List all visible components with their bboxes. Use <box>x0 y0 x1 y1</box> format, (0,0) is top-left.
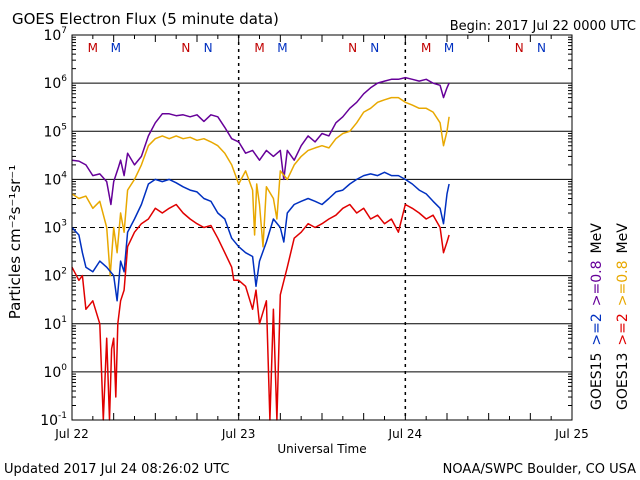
y-tick-label: 10-1 <box>40 411 67 429</box>
series-line <box>71 171 450 302</box>
y-tick-labels: 10-1 100 101 102 103 104 105 106 107 <box>40 26 67 429</box>
y-tick-label: 102 <box>43 267 67 285</box>
series-line <box>71 96 450 277</box>
chart-title: GOES Electron Flux (5 minute data) <box>12 10 279 28</box>
y-axis-label: Particles cm⁻²s⁻¹sr⁻¹ <box>6 165 24 319</box>
x-tick-label: Jul 25 <box>554 427 589 441</box>
y-tick-label: 104 <box>43 170 67 188</box>
legend-column: GOES15>=2>=0.8MeV <box>589 223 605 410</box>
event-marker: M <box>421 41 431 55</box>
y-tick-label: 103 <box>43 219 67 237</box>
event-marker: N <box>537 41 546 55</box>
y-tick-label: 107 <box>43 26 67 44</box>
y-tick-label: 101 <box>43 315 67 333</box>
event-marker: M <box>254 41 264 55</box>
event-marker: M <box>111 41 121 55</box>
series-line <box>71 76 450 206</box>
event-marker: N <box>181 41 190 55</box>
legend-column: GOES13>=2>=0.8MeV <box>615 223 631 410</box>
grid-lines <box>72 35 572 420</box>
event-marker: N <box>370 41 379 55</box>
event-marker: M <box>277 41 287 55</box>
x-tick-label: Jul 24 <box>388 427 423 441</box>
y-tick-label: 105 <box>43 122 67 140</box>
footer-updated: Updated 2017 Jul 24 08:26:02 UTC <box>4 462 229 477</box>
begin-label: Begin: 2017 Jul 22 0000 UTC <box>450 19 636 34</box>
y-tick-label: 106 <box>43 74 67 92</box>
event-marker: N <box>515 41 524 55</box>
x-axis-label: Universal Time <box>277 442 366 456</box>
event-marker: N <box>348 41 357 55</box>
event-marker: N <box>204 41 213 55</box>
series-line <box>71 203 450 421</box>
x-tick-label: Jul 22 <box>54 427 89 441</box>
axis-ticks <box>71 35 573 420</box>
plot-frame <box>71 34 573 421</box>
right-legend: GOES15>=2>=0.8MeV GOES13>=2>=0.8MeV <box>589 223 631 410</box>
data-series <box>71 76 450 421</box>
y-tick-label: 100 <box>43 363 67 381</box>
x-tick-label: Jul 23 <box>221 427 256 441</box>
event-marker: M <box>444 41 454 55</box>
x-tick-labels: Jul 22 Jul 23 Jul 24 Jul 25 <box>54 427 589 441</box>
event-marker: M <box>88 41 98 55</box>
footer-credit: NOAA/SWPC Boulder, CO USA <box>443 462 636 477</box>
